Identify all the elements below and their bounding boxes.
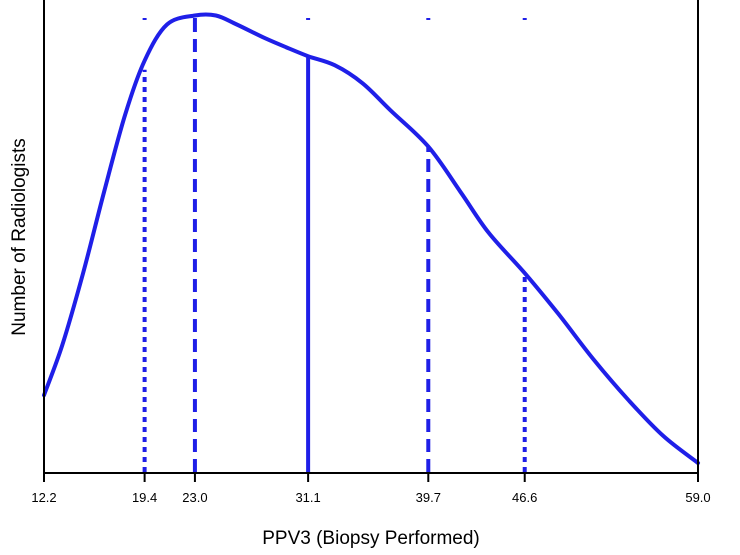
- x-tick-label: 23.0: [182, 490, 207, 505]
- x-tick-label: 12.2: [31, 490, 56, 505]
- y-axis-title: Number of Radiologists: [9, 138, 30, 335]
- x-axis-ticks: 12.2 19.4 23.0 31.1 39.7 46.6 59.0: [31, 472, 711, 505]
- plot-frame: [43, 0, 699, 474]
- x-tick-label: 59.0: [685, 490, 710, 505]
- reference-lines: [142, 20, 527, 472]
- x-tick-label: 31.1: [295, 490, 320, 505]
- x-tick-label: 46.6: [512, 490, 537, 505]
- x-tick-label: 39.7: [416, 490, 441, 505]
- x-axis-title: PPV3 (Biopsy Performed): [262, 528, 480, 549]
- x-tick-label: 19.4: [132, 490, 157, 505]
- density-curve: [42, 12, 700, 465]
